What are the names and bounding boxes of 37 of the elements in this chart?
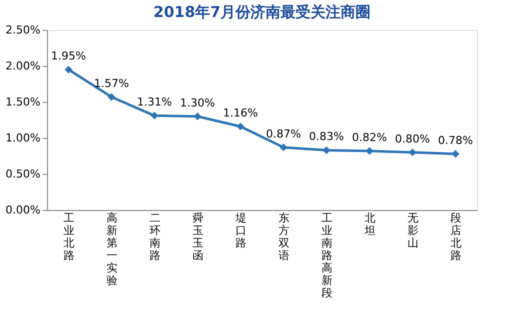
point [366, 147, 374, 155]
data-label: 1.57% [94, 76, 129, 90]
data-label: 1.16% [223, 106, 258, 120]
x-tick-label: 段店北路 [450, 212, 462, 262]
y-tick-label: 0.50% [6, 168, 40, 180]
x-tick-label: 舜玉玉函 [192, 212, 204, 262]
x-tick-label: 堤口路 [234, 212, 246, 250]
y-tick-label: 1.00% [6, 132, 40, 144]
y-tick-label: 1.50% [6, 96, 40, 108]
point [194, 112, 202, 120]
point [236, 122, 244, 130]
data-label: 0.83% [309, 130, 344, 144]
point [280, 143, 288, 152]
point [64, 66, 72, 74]
data-label: 1.30% [180, 96, 215, 110]
x-tick-label: 高新第一实验 [106, 212, 118, 287]
data-label: 1.31% [137, 96, 172, 109]
y-tick-label: 0.00% [6, 204, 40, 216]
y-tick-label: 2.50% [6, 24, 40, 36]
x-tick-label: 北坦 [364, 212, 376, 237]
point [452, 150, 460, 158]
x-tick-label: 工业北路 [64, 212, 74, 262]
data-label: 0.80% [395, 132, 430, 146]
data-label: 1.95% [51, 50, 86, 63]
data-label: 0.78% [438, 134, 473, 147]
point [408, 148, 416, 156]
data-label: 0.82% [352, 130, 387, 144]
point [322, 146, 330, 154]
x-tick-label: 无影山 [408, 212, 418, 250]
point [150, 112, 158, 120]
data-label: 0.87% [266, 127, 301, 140]
y-tick-label: 2.00% [6, 60, 40, 72]
point [108, 93, 116, 101]
x-tick-label: 工业南路高新段 [322, 212, 332, 300]
x-tick-label: 东方双语 [278, 212, 290, 262]
x-tick-label: 二环南路 [150, 212, 160, 262]
chart-title: 2018年7月份济南最受关注商圈 [153, 3, 371, 21]
